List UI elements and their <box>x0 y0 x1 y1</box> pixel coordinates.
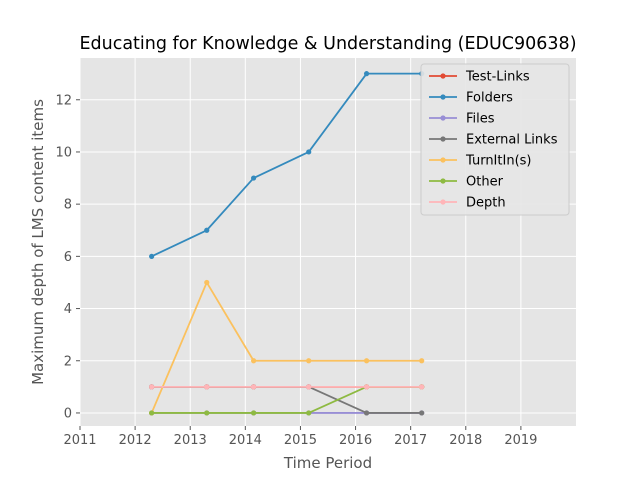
legend-marker-folders <box>440 94 446 100</box>
legend-marker-turnitin-s <box>440 157 446 163</box>
x-tick-label: 2014 <box>229 433 262 448</box>
y-tick-label: 10 <box>55 145 72 160</box>
data-point-folders <box>149 253 155 259</box>
axis-ticks: 2011 2012 2013 2014 2015 2016 2017 2018 2019 0 2 4 6… <box>55 93 537 448</box>
data-point-other <box>251 410 257 416</box>
legend-marker-external-links <box>440 136 446 142</box>
data-point-external-links <box>419 410 425 416</box>
x-axis-label: Time Period <box>283 454 372 472</box>
series-lines <box>149 71 425 416</box>
x-tick-label: 2012 <box>119 433 152 448</box>
data-point-turnitin-s <box>306 358 312 364</box>
x-tick-label: 2017 <box>394 433 427 448</box>
y-axis-label: Maximum depth of LMS content items <box>29 99 47 385</box>
y-tick-label: 0 <box>64 406 72 421</box>
chart-title: Educating for Knowledge & Understanding … <box>79 34 576 54</box>
data-point-depth <box>149 384 155 390</box>
data-point-depth <box>363 384 370 390</box>
legend-label-depth: Depth <box>466 196 506 211</box>
data-point-turnitin-s <box>251 358 257 364</box>
data-point-turnitin-s <box>204 279 210 286</box>
x-tick-label: 2015 <box>284 433 317 448</box>
y-tick-label: 6 <box>64 250 72 265</box>
y-tick-label: 12 <box>55 93 72 108</box>
data-point-folders <box>306 149 312 155</box>
data-point-folders <box>363 71 370 77</box>
legend-marker-other <box>440 178 446 184</box>
series-line-turnitin-s <box>150 281 422 414</box>
data-point-folders <box>204 227 210 233</box>
legend: Test-Links Folders Files External Links Turn… <box>420 63 570 216</box>
series-line-folders <box>151 72 422 258</box>
x-tick-label: 2019 <box>504 433 537 448</box>
legend-label-other: Other <box>466 175 504 190</box>
legend-label-external-links: External Links <box>466 133 558 148</box>
legend-label-turnitin-s: TurnItIn(s) <box>465 154 531 169</box>
x-tick-label: 2013 <box>174 433 207 448</box>
x-tick-label: 2011 <box>63 433 96 448</box>
data-point-depth <box>306 384 312 390</box>
data-point-depth <box>204 384 210 390</box>
y-tick-label: 4 <box>64 302 72 317</box>
data-point-other <box>306 410 312 416</box>
legend-marker-test-links <box>440 73 446 79</box>
data-point-depth <box>251 384 257 390</box>
y-tick-label: 2 <box>64 354 72 369</box>
data-point-other <box>149 410 155 416</box>
legend-marker-depth <box>440 199 446 205</box>
data-point-turnitin-s <box>363 358 370 364</box>
legend-label-files: Files <box>466 112 495 127</box>
legend-label-test-links: Test-Links <box>465 70 530 85</box>
legend-box <box>420 63 570 216</box>
x-tick-label: 2018 <box>449 433 482 448</box>
x-tick-label: 2016 <box>339 433 372 448</box>
data-point-folders <box>251 175 257 181</box>
y-tick-label: 8 <box>64 198 72 213</box>
data-point-turnitin-s <box>419 358 425 364</box>
legend-marker-files <box>440 115 446 121</box>
data-point-other <box>204 410 210 416</box>
data-point-external-links <box>363 410 370 416</box>
data-point-depth <box>419 384 425 390</box>
legend-label-folders: Folders <box>466 91 513 106</box>
series-depth <box>149 384 425 390</box>
